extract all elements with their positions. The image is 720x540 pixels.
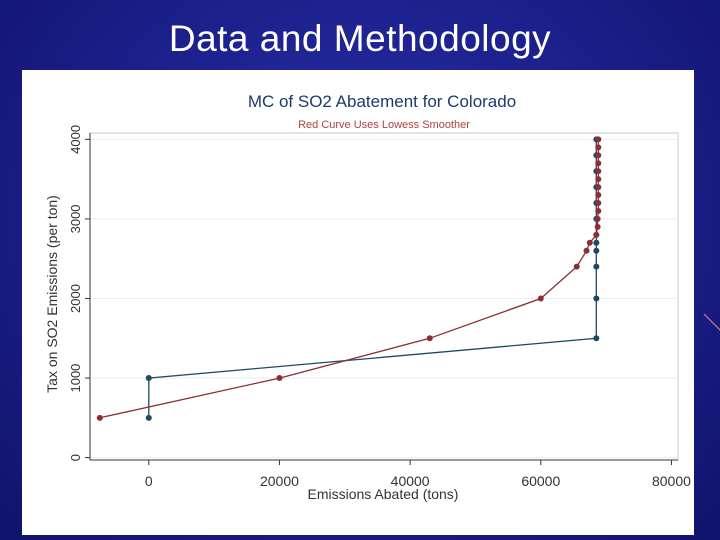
y-tick-label: 2000 <box>68 284 83 313</box>
x-tick-label: 0 <box>145 473 153 489</box>
data-point-red <box>96 414 103 421</box>
y-tick-label: 4000 <box>68 125 83 154</box>
data-point-red <box>276 375 283 382</box>
data-point-red <box>595 192 602 199</box>
data-point-red <box>595 168 602 175</box>
data-point-red <box>595 184 602 191</box>
data-point-blue <box>593 263 600 270</box>
data-point-red <box>593 231 600 238</box>
data-point-red <box>537 295 544 302</box>
data-point-blue <box>593 295 600 302</box>
data-point-red <box>595 200 602 207</box>
y-tick-label: 0 <box>68 454 83 461</box>
y-tick-label: 1000 <box>68 364 83 393</box>
data-point-blue <box>145 375 152 382</box>
data-point-red <box>595 136 602 143</box>
data-point-blue <box>593 335 600 342</box>
y-tick-label: 3000 <box>68 204 83 233</box>
slide-title: Data and Methodology <box>168 18 552 59</box>
data-point-red <box>595 160 602 167</box>
decorative-slash <box>703 313 720 331</box>
data-point-red <box>595 144 602 151</box>
x-tick-label: 20000 <box>260 473 299 489</box>
x-tick-label: 80000 <box>652 473 691 489</box>
chart-panel: MC of SO2 Abatement for Colorado Red Cur… <box>22 70 694 535</box>
y-axis-label: Tax on SO2 Emissions (per ton) <box>44 195 60 393</box>
chart-svg: MC of SO2 Abatement for Colorado Red Cur… <box>44 92 691 502</box>
x-axis-label: Emissions Abated (tons) <box>308 486 459 502</box>
x-tick-label: 40000 <box>391 473 430 489</box>
data-point-red <box>594 215 601 222</box>
data-point-red <box>573 263 580 270</box>
data-point-red <box>426 335 433 342</box>
x-tick-label: 60000 <box>521 473 560 489</box>
chart-title: MC of SO2 Abatement for Colorado <box>248 92 516 111</box>
data-point-red <box>583 247 590 254</box>
data-point-blue <box>593 247 600 254</box>
plot-frame <box>89 132 679 461</box>
data-point-blue <box>593 239 600 246</box>
data-point-blue <box>145 414 152 421</box>
data-point-red <box>595 207 602 214</box>
data-point-red <box>586 239 593 246</box>
data-point-red <box>594 223 601 230</box>
data-point-red <box>595 152 602 159</box>
data-point-red <box>595 176 602 183</box>
chart-subtitle: Red Curve Uses Lowess Smoother <box>298 119 470 131</box>
